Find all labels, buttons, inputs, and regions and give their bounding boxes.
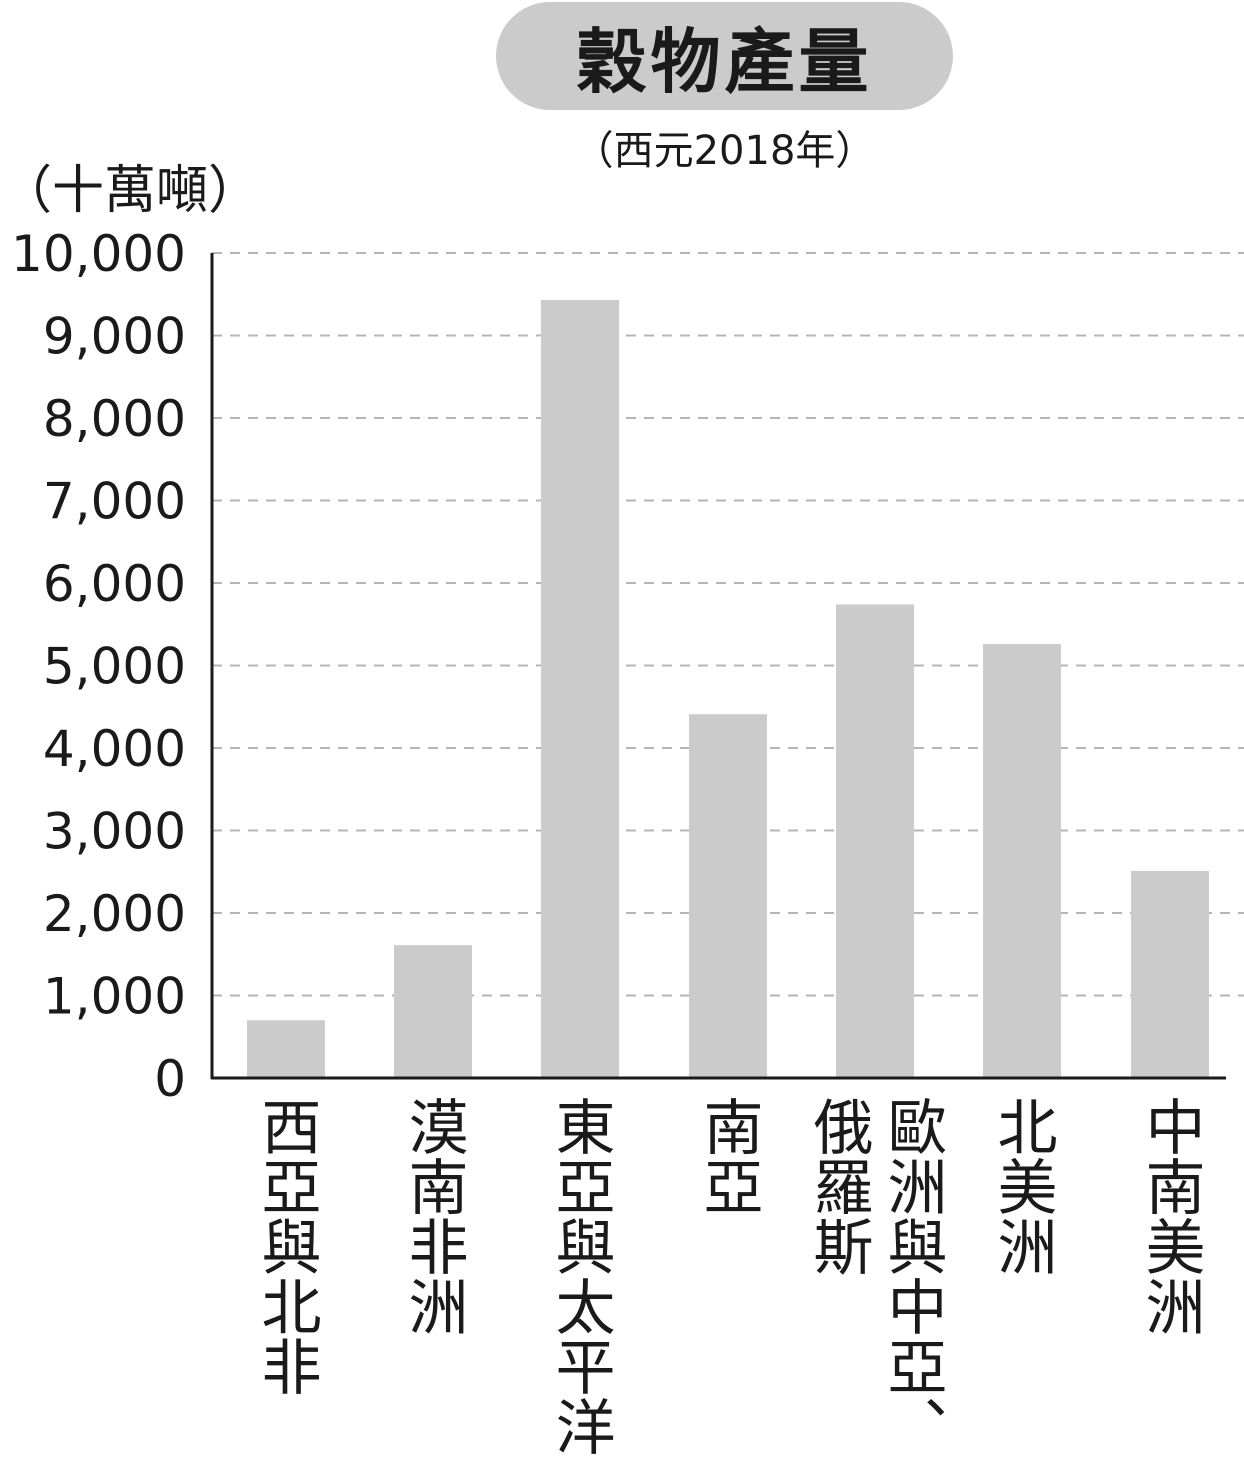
y-tick-label: 3,000 [43, 803, 186, 861]
x-category-label: 西亞與北非 [251, 1096, 321, 1396]
y-tick-labels: 0 1,000 2,000 3,000 4,000 5,000 6,000 7,000 8,00… [11, 225, 186, 1108]
chart-title: 穀物產量 [576, 20, 873, 103]
x-category-label: 俄羅斯 [803, 1096, 873, 1276]
y-tick-label: 4,000 [43, 720, 186, 778]
bar [247, 1020, 325, 1078]
x-category-label: 北美洲 [987, 1096, 1057, 1276]
y-tick-label: 10,000 [11, 225, 186, 283]
y-tick-label: 0 [154, 1050, 186, 1108]
x-category-label: 南亞 [693, 1096, 763, 1216]
bar [394, 945, 472, 1078]
x-category-label: 歐洲與中亞、 [877, 1096, 947, 1456]
y-tick-label: 9,000 [43, 308, 186, 366]
gridlines [212, 252, 1244, 997]
y-tick-label: 7,000 [43, 473, 186, 531]
y-tick-label: 1,000 [43, 968, 186, 1026]
y-tick-label: 6,000 [43, 555, 186, 613]
bar [541, 300, 619, 1078]
bars [247, 300, 1209, 1078]
x-category-label: 中南美洲 [1135, 1096, 1205, 1336]
y-axis-unit-label: （十萬噸） [0, 161, 261, 221]
y-tick-label: 8,000 [43, 390, 186, 448]
chart-title-badge: 穀物產量 [496, 2, 953, 110]
bar [689, 714, 767, 1078]
y-tick-label: 5,000 [43, 638, 186, 696]
chart-subtitle: （西元2018年） [573, 128, 876, 174]
bar [836, 604, 914, 1078]
y-tick-label: 2,000 [43, 885, 186, 943]
x-category-label: 漠南非洲 [398, 1096, 468, 1336]
bar [983, 644, 1061, 1078]
bar [1131, 870, 1209, 1078]
x-category-label: 東亞與太平洋 [545, 1096, 615, 1456]
